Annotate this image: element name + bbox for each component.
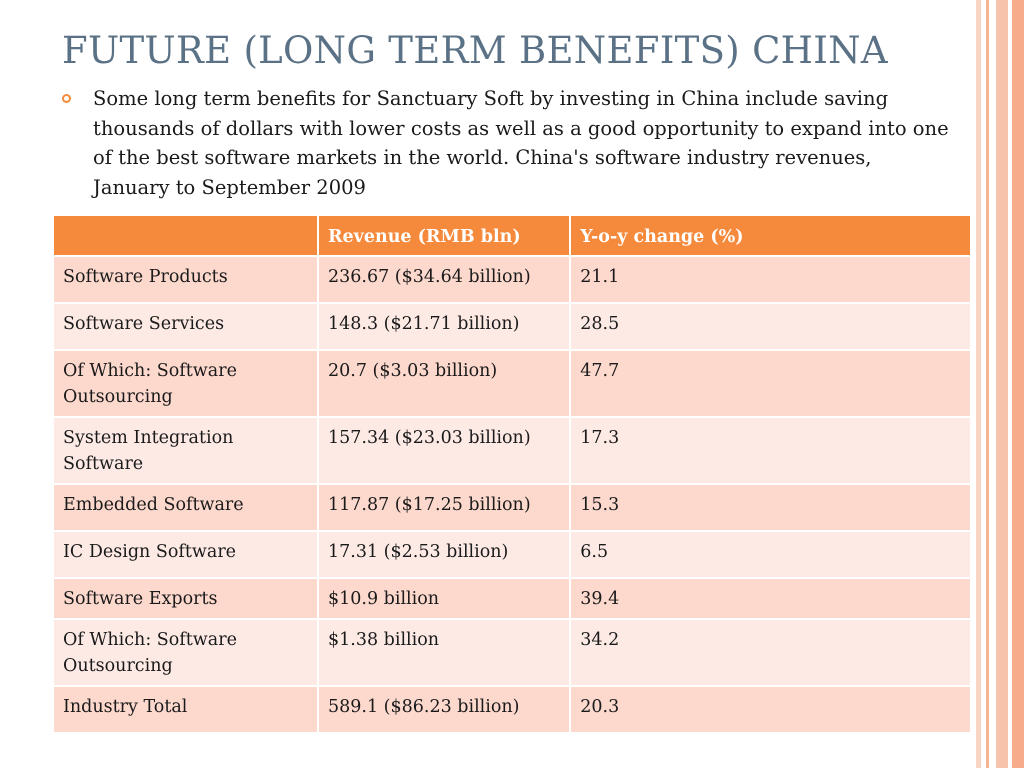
table-row: Of Which: Software Outsourcing 20.7 ($3.… — [52, 349, 972, 418]
row-revenue: 17.31 ($2.53 billion) — [316, 530, 572, 579]
row-revenue: 236.67 ($34.64 billion) — [316, 255, 572, 304]
table-row: IC Design Software 17.31 ($2.53 billion)… — [52, 530, 972, 579]
row-revenue: $10.9 billion — [316, 577, 572, 620]
row-revenue: 20.7 ($3.03 billion) — [316, 349, 572, 418]
row-revenue: 117.87 ($17.25 billion) — [316, 483, 572, 532]
row-yoy-change: 34.2 — [569, 618, 972, 687]
row-category: Industry Total — [52, 685, 319, 734]
row-yoy-change: 47.7 — [569, 349, 972, 418]
row-yoy-change: 20.3 — [569, 685, 972, 734]
header-yoy-change: Y-o-y change (%) — [569, 214, 972, 257]
row-revenue: 157.34 ($23.03 billion) — [316, 416, 572, 485]
table-row: Software Services 148.3 ($21.71 billion)… — [52, 302, 972, 351]
table-row: Industry Total 589.1 ($86.23 billion) 20… — [52, 685, 972, 734]
header-revenue: Revenue (RMB bln) — [316, 214, 572, 257]
row-yoy-change: 39.4 — [569, 577, 972, 620]
header-category — [52, 214, 319, 257]
table-row: Software Products 236.67 ($34.64 billion… — [52, 255, 972, 304]
row-category: Software Exports — [52, 577, 319, 620]
row-yoy-change: 17.3 — [569, 416, 972, 485]
software-revenue-table: Revenue (RMB bln) Y-o-y change (%) Softw… — [52, 214, 972, 734]
row-category: IC Design Software — [52, 530, 319, 579]
decorative-side-stripes — [976, 0, 1024, 768]
row-revenue: 148.3 ($21.71 billion) — [316, 302, 572, 351]
row-revenue: 589.1 ($86.23 billion) — [316, 685, 572, 734]
row-revenue: $1.38 billion — [316, 618, 572, 687]
row-category: Embedded Software — [52, 483, 319, 532]
row-yoy-change: 15.3 — [569, 483, 972, 532]
bullet-text: Some long term benefits for Sanctuary So… — [93, 87, 949, 199]
table-header-row: Revenue (RMB bln) Y-o-y change (%) — [52, 214, 972, 257]
table-row: Of Which: Software Outsourcing $1.38 bil… — [52, 618, 972, 687]
row-yoy-change: 21.1 — [569, 255, 972, 304]
table-row: Software Exports $10.9 billion 39.4 — [52, 577, 972, 620]
row-category: Software Products — [52, 255, 319, 304]
row-category: Of Which: Software Outsourcing — [52, 349, 319, 418]
table-row: Embedded Software 117.87 ($17.25 billion… — [52, 483, 972, 532]
row-category: Software Services — [52, 302, 319, 351]
circle-bullet-icon — [62, 94, 71, 103]
row-yoy-change: 28.5 — [569, 302, 972, 351]
table-row: System Integration Software 157.34 ($23.… — [52, 416, 972, 485]
row-category: Of Which: Software Outsourcing — [52, 618, 319, 687]
slide-title: FUTURE (LONG TERM BENEFITS) CHINA — [62, 29, 888, 72]
row-category: System Integration Software — [52, 416, 319, 485]
row-yoy-change: 6.5 — [569, 530, 972, 579]
